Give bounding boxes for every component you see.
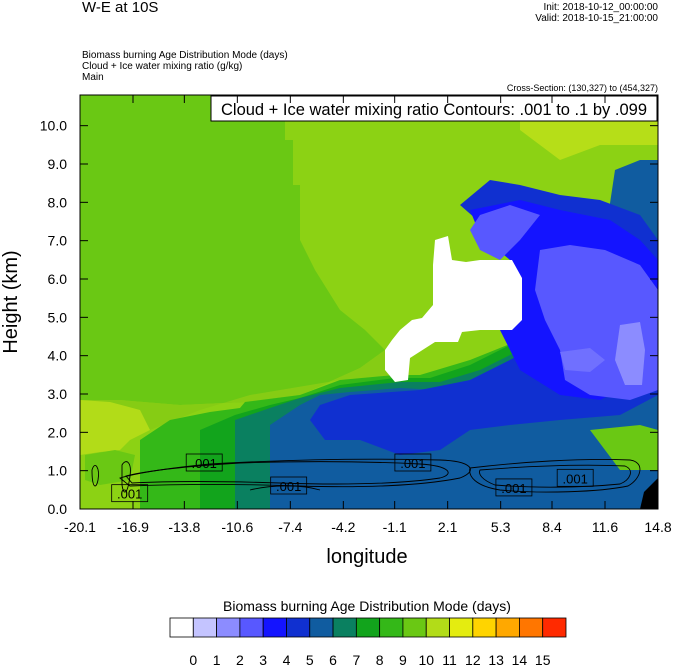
x-tick-label: -1.1 — [383, 519, 407, 535]
contour-label: .001 — [400, 456, 425, 471]
contour-label-box — [394, 453, 432, 472]
plot-title: W-E at 10S — [82, 0, 159, 16]
y-tick-label: 8.0 — [48, 194, 68, 210]
contour-label: .001 — [192, 456, 217, 471]
field-line-1: Biomass burning Age Distribution Mode (d… — [82, 50, 288, 61]
x-tick-label: -16.9 — [117, 519, 149, 535]
y-tick-label: 0.0 — [48, 501, 68, 517]
valid-time: Valid: 2018-10-15_21:00:00 — [535, 13, 658, 24]
colorbar-label: 5 — [306, 652, 314, 667]
colorbar-swatch — [472, 617, 497, 638]
contour-label-box — [556, 468, 594, 487]
y-tick-label: 10.0 — [40, 118, 67, 134]
colorbar-label: 3 — [259, 652, 267, 667]
y-tick-label: 4.0 — [48, 348, 68, 364]
colorbar-label: 4 — [283, 652, 291, 667]
y-tick-label: 7.0 — [48, 233, 68, 249]
contour-label-box — [270, 476, 308, 495]
contour-label-box — [185, 453, 223, 472]
colorbar-label: 14 — [512, 652, 528, 667]
init-time: Init: 2018-10-12_00:00:00 — [543, 2, 658, 13]
contour-label: .001 — [501, 481, 526, 496]
colorbar-label: 1 — [213, 652, 221, 667]
colorbar-label: 0 — [189, 652, 197, 667]
contour-info-text: Cloud + Ice water mixing ratio Contours:… — [221, 101, 647, 119]
x-tick-label: 11.6 — [592, 519, 618, 535]
x-axis-label: longitude — [326, 546, 407, 568]
colorbar-label: 13 — [488, 652, 504, 667]
colorbar-swatch — [379, 617, 404, 638]
y-tick-label: 1.0 — [48, 463, 68, 479]
contour-labels: .001 .001 .001 .001 .001 .001 — [111, 453, 594, 503]
contour-label-box — [495, 478, 533, 497]
x-tick-label: 5.3 — [491, 519, 511, 535]
colorbar-swatch — [216, 617, 241, 638]
x-tick-label: -7.4 — [278, 519, 302, 535]
colorbar-swatch — [309, 617, 334, 638]
colorbar-label: 2 — [236, 652, 244, 667]
colorbar-label: 15 — [535, 652, 551, 667]
colorbar-swatch — [449, 617, 474, 638]
colorbar-swatch — [542, 617, 567, 638]
x-tick-label: -10.6 — [221, 519, 253, 535]
contour-label: .001 — [117, 487, 142, 502]
contour-label: .001 — [563, 471, 588, 486]
field-line-3: Main — [82, 72, 104, 83]
colorbar-label: 10 — [418, 652, 434, 667]
colorbar-swatch — [169, 617, 194, 638]
colorbar-swatch — [239, 617, 264, 638]
y-tick-label: 6.0 — [48, 271, 68, 287]
colorbar-label: 8 — [376, 652, 384, 667]
field-line-2: Cloud + Ice water mixing ratio (g/kg) — [82, 61, 243, 72]
x-tick-label: -4.2 — [331, 519, 355, 535]
x-tick-label: -20.1 — [64, 519, 96, 535]
colorbar-label: 9 — [399, 652, 407, 667]
colorbar-swatch — [495, 617, 520, 638]
y-axis-label: Height (km) — [0, 250, 22, 353]
colorbar-swatch — [332, 617, 357, 638]
axes: -20.1 -16.9 -13.8 -10.6 -7.4 -4.2 -1.1 2.1 5.3 8.… — [40, 95, 672, 535]
colorbar-swatch — [425, 617, 450, 638]
colorbar-label: 11 — [442, 652, 457, 667]
y-tick-label: 2.0 — [48, 424, 68, 440]
contour-label: .001 — [276, 479, 301, 494]
age-field — [80, 95, 658, 509]
colorbar-label: 6 — [329, 652, 337, 667]
contour-info-box — [210, 95, 658, 122]
y-tick-label: 3.0 — [48, 386, 68, 402]
contour-label-box — [111, 484, 149, 503]
x-tick-label: -13.8 — [168, 519, 200, 535]
cloud-contours — [91, 458, 641, 493]
x-tick-label: 14.8 — [644, 519, 671, 535]
x-tick-label: 8.4 — [542, 519, 562, 535]
colorbar-title: Biomass burning Age Distribution Mode (d… — [223, 598, 511, 614]
x-tick-label: 2.1 — [438, 519, 458, 535]
colorbar-swatch — [355, 617, 381, 638]
colorbar-label: 7 — [352, 652, 360, 667]
colorbar-swatch — [262, 617, 287, 638]
colorbar-swatch — [286, 617, 311, 638]
colorbar: 0 1 2 3 4 5 6 7 8 9 10 11 12 13 14 15 — [169, 617, 567, 667]
colorbar-swatch — [402, 617, 427, 638]
colorbar-label: 12 — [465, 652, 481, 667]
colorbar-swatch — [192, 617, 217, 638]
colorbar-swatch — [519, 617, 544, 638]
cross-section-label: Cross-Section: (130,327) to (454,327) — [506, 83, 658, 93]
y-tick-label: 9.0 — [48, 156, 68, 172]
y-tick-label: 5.0 — [48, 309, 68, 325]
